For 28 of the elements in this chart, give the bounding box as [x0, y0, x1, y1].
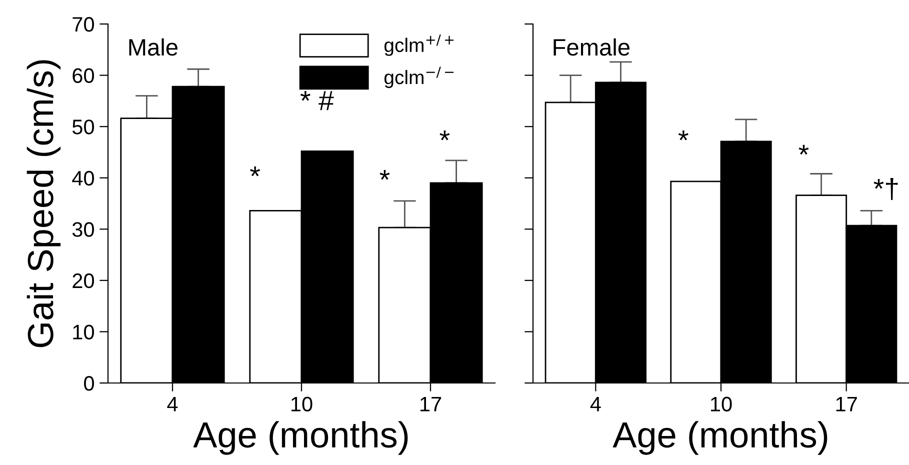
y-tick-label: 30	[72, 222, 94, 237]
x-axis-title: Age (months)	[612, 421, 828, 455]
x-axis-title: Age (months)	[193, 421, 408, 455]
x-tick-label: 10	[711, 396, 732, 412]
y-tick-label: 70	[72, 17, 94, 32]
y-axis-title: Gait Speed (cm/s)	[26, 60, 61, 348]
x-tick-label: 10	[292, 396, 312, 412]
x-tick-label: 17	[420, 396, 442, 412]
annotation: Female	[554, 38, 630, 56]
x-tick-label: 17	[836, 396, 857, 412]
y-tick-label: 20	[72, 273, 94, 288]
annotation: *	[678, 130, 688, 140]
annotation: *	[440, 130, 450, 140]
annotation: *†	[874, 178, 898, 200]
y-tick-label: 50	[72, 120, 94, 134]
annotation: *	[250, 166, 260, 176]
y-tick-label: 10	[73, 324, 94, 340]
x-tick-label: 4	[590, 396, 601, 412]
legend-label: gclm$^{−/−}$	[384, 66, 454, 88]
y-tick-label: 0	[84, 376, 94, 391]
annotation: * #	[300, 91, 334, 110]
annotation: *	[380, 170, 390, 180]
annotation: Male	[129, 38, 178, 56]
y-tick-label: 40	[72, 170, 94, 186]
annotation: *	[798, 144, 809, 155]
legend-label: gclm$^{+/+}$	[384, 34, 454, 56]
y-tick-label: 60	[72, 68, 94, 84]
x-tick-label: 4	[167, 396, 178, 412]
